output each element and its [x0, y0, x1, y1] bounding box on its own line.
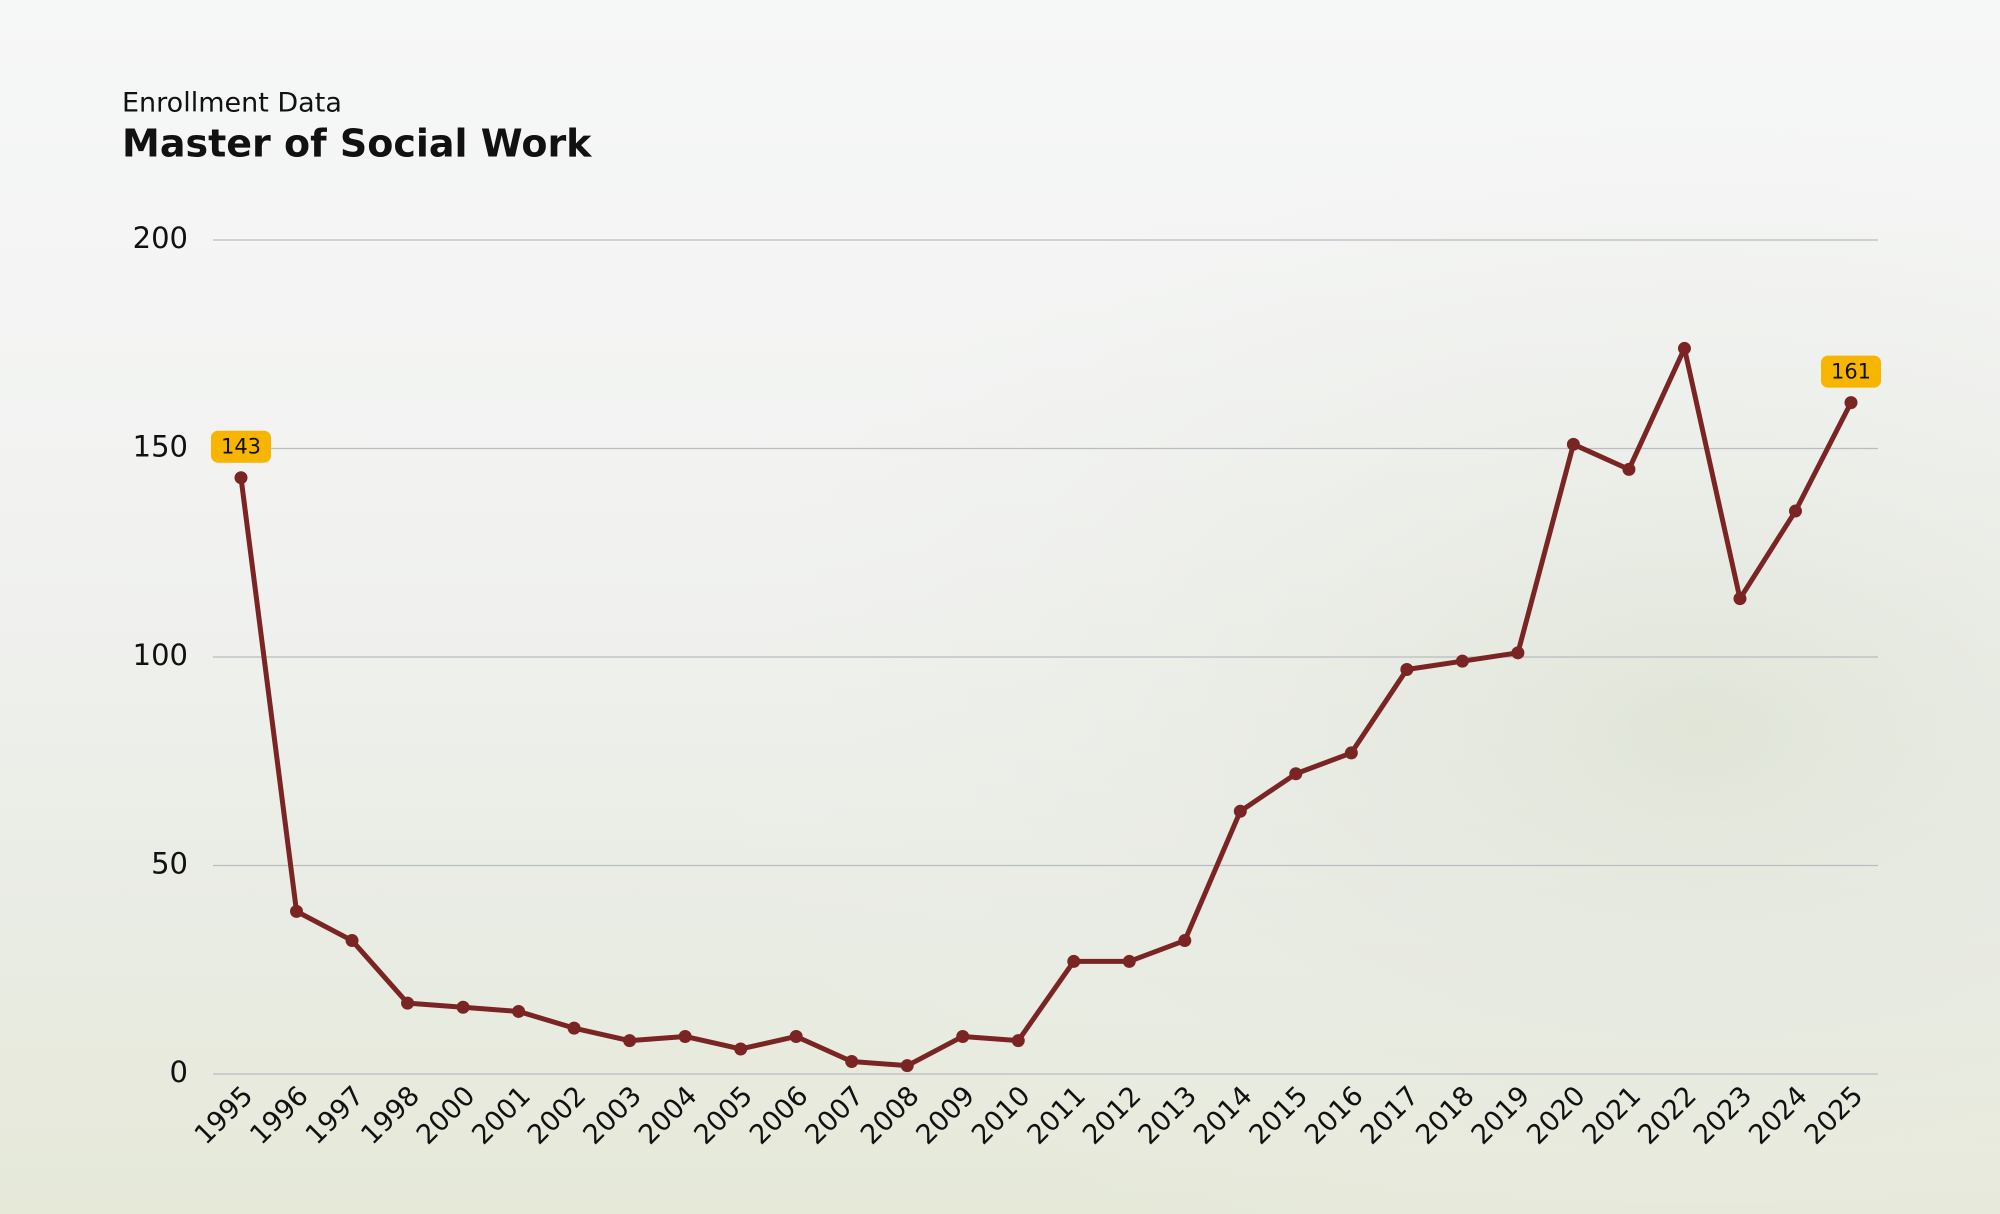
data-point	[1844, 396, 1858, 410]
data-point	[1566, 437, 1580, 451]
data-point	[1067, 954, 1081, 968]
data-point	[1622, 462, 1636, 476]
data-point	[1455, 654, 1469, 668]
data-line	[238, 345, 1854, 1069]
data-point	[1233, 804, 1247, 818]
data-point	[345, 934, 359, 948]
value-label-badge	[211, 430, 271, 463]
y-tick-label: 200	[133, 221, 188, 255]
value-label: 161	[1831, 360, 1871, 384]
y-tick-label: 0	[170, 1055, 188, 1089]
data-point	[1733, 592, 1747, 606]
y-tick-label: 50	[151, 847, 188, 881]
data-point	[1011, 1034, 1025, 1048]
data-point	[1289, 767, 1303, 781]
data-point	[401, 996, 415, 1010]
data-point	[1122, 954, 1136, 968]
data-point	[1511, 646, 1525, 660]
data-point	[290, 904, 304, 918]
data-point	[1677, 341, 1691, 355]
data-point	[1400, 663, 1414, 677]
data-point	[623, 1034, 637, 1048]
data-point	[234, 471, 248, 485]
chart-title: Master of Social Work	[122, 122, 592, 166]
data-point	[456, 1000, 470, 1014]
chart-subtitle: Enrollment Data	[122, 88, 342, 119]
y-tick-label: 100	[133, 638, 188, 672]
data-point	[512, 1004, 526, 1018]
data-point	[678, 1029, 692, 1043]
data-point	[567, 1021, 581, 1035]
data-point	[1344, 746, 1358, 760]
value-label: 143	[221, 435, 261, 459]
value-label-badge	[1821, 355, 1881, 388]
data-point	[900, 1059, 914, 1073]
data-point	[1178, 934, 1192, 948]
y-tick-label: 150	[133, 430, 188, 464]
data-point	[845, 1054, 859, 1068]
data-point	[789, 1029, 803, 1043]
data-point	[734, 1042, 748, 1056]
data-point	[1788, 504, 1802, 518]
data-point	[956, 1029, 970, 1043]
